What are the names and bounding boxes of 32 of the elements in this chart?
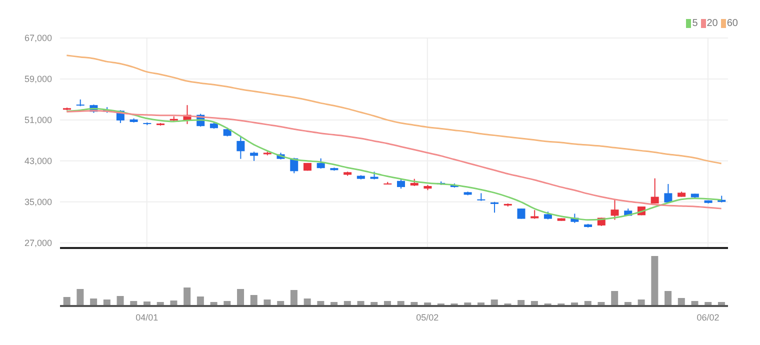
- candlestick: [610, 199, 619, 220]
- candlestick: [477, 192, 486, 202]
- y-tick-label: 27,000: [24, 238, 52, 248]
- candlestick: [490, 201, 499, 214]
- bar: [76, 289, 84, 306]
- line-series: [66, 54, 722, 164]
- bar: [250, 295, 258, 306]
- legend-label: 5: [692, 18, 698, 29]
- y-tick-label: 59,000: [24, 74, 52, 84]
- legend-label: 20: [706, 18, 718, 29]
- candlestick: [517, 208, 526, 220]
- x-tick-label: 04/01: [136, 312, 158, 322]
- bar: [184, 288, 191, 306]
- candlestick: [316, 158, 325, 170]
- candlestick: [236, 135, 245, 160]
- candlestick: [397, 178, 405, 190]
- y-tick-label: 35,000: [24, 197, 52, 208]
- legend-label: 60: [726, 18, 738, 29]
- candlestick: [250, 151, 258, 162]
- y-tick-label: 43,000: [24, 156, 52, 166]
- y-tick-label: 51,000: [24, 115, 52, 126]
- x-tick-label: 05/02: [416, 312, 439, 322]
- bar: [237, 289, 244, 306]
- bar: [290, 290, 298, 306]
- candlestick: [664, 183, 672, 203]
- bar: [664, 291, 672, 306]
- bar: [611, 291, 618, 306]
- candlestick: [650, 178, 659, 204]
- bar: [651, 256, 658, 306]
- bar: [116, 296, 124, 306]
- y-tick-label: 67,000: [24, 33, 52, 44]
- x-tick-label: 06/02: [696, 312, 720, 322]
